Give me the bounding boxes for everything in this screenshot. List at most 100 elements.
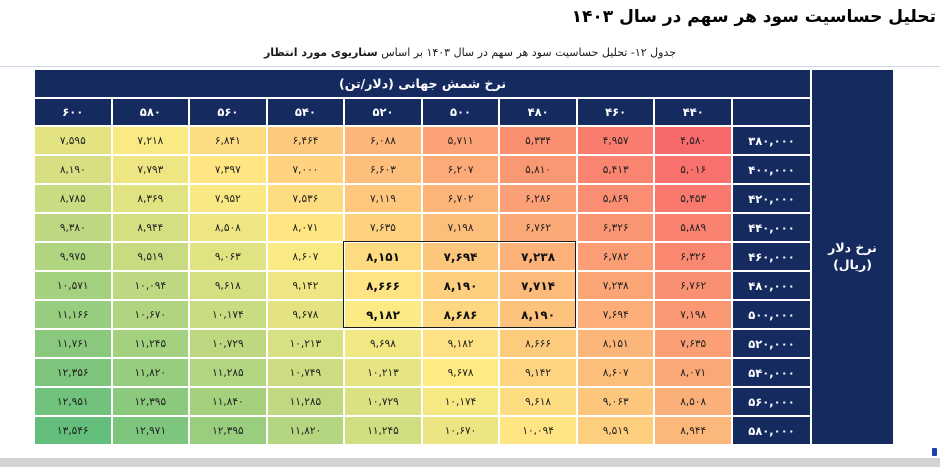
header-corner-cell [733,99,810,125]
heatmap-cell: ۸,۱۹۰ [500,301,576,328]
heatmap-cell: ۱۲,۳۹۵ [190,417,266,444]
heatmap-cell: ۵,۴۵۳ [655,185,731,212]
row-header-480000: ۴۸۰,۰۰۰ [733,272,810,299]
heatmap-cell: ۱۰,۲۱۳ [345,359,421,386]
heatmap-cell: ۱۱,۸۲۰ [112,359,189,386]
heatmap-cell: ۷,۱۱۹ [345,185,421,212]
heatmap-cell: ۷,۱۹۸ [422,214,499,241]
heatmap-cell: ۹,۵۱۹ [577,417,654,444]
column-header-560: ۵۶۰ [190,99,266,125]
heatmap-cell: ۶,۴۶۴ [267,127,344,154]
row-header-540000: ۵۴۰,۰۰۰ [733,359,810,386]
heatmap-cell: ۸,۱۹۰ [35,156,111,183]
column-header-580: ۵۸۰ [112,99,189,125]
heatmap-cell: ۴,۵۸۰ [655,127,731,154]
heatmap-cell: ۶,۲۰۷ [422,156,499,183]
column-header-500: ۵۰۰ [422,99,499,125]
caption-divider-line [0,66,940,67]
heatmap-cell: ۸,۳۶۹ [112,185,189,212]
heatmap-cell: ۹,۰۶۳ [190,243,266,270]
heatmap-cell: ۶,۶۰۳ [345,156,421,183]
heatmap-cell: ۱۰,۷۴۹ [267,359,344,386]
heatmap-cell: ۸,۱۵۱ [345,243,421,270]
table-caption: جدول ۱۲- تحلیل حساسیت سود هر سهم در سال … [0,46,940,59]
heatmap-cell: ۷,۱۹۸ [655,301,731,328]
column-axis-title: نرخ شمش جهانی (دلار/تن) [35,70,810,97]
row-header-580000: ۵۸۰,۰۰۰ [733,417,810,444]
heatmap-cell: ۱۰,۲۱۳ [267,330,344,357]
row-header-560000: ۵۶۰,۰۰۰ [733,388,810,415]
sensitivity-heatmap-table: نرخ شمش جهانی (دلار/تن) ۶۰۰ ۵۸۰ ۵۶۰ ۵۴۰ ۵۲۰ ۵… [35,70,810,444]
heatmap-cell: ۱۱,۸۲۰ [267,417,344,444]
column-header-440: ۴۴۰ [655,99,731,125]
heatmap-cell: ۱۱,۲۸۵ [190,359,266,386]
heatmap-cell: ۷,۶۹۴ [577,301,654,328]
heatmap-cell: ۹,۶۱۸ [190,272,266,299]
heatmap-cell: ۱۰,۷۲۹ [345,388,421,415]
heatmap-cell: ۱۰,۰۹۴ [500,417,576,444]
heatmap-cell: ۸,۵۰۸ [655,388,731,415]
corner-mark [932,448,937,456]
column-header-520: ۵۲۰ [345,99,421,125]
heatmap-cell: ۱۱,۸۴۰ [190,388,266,415]
row-header-400000: ۴۰۰,۰۰۰ [733,156,810,183]
heatmap-cell: ۱۲,۳۹۵ [112,388,189,415]
heatmap-cell: ۸,۶۶۶ [500,330,576,357]
row-header-420000: ۴۲۰,۰۰۰ [733,185,810,212]
heatmap-cell: ۸,۶۰۷ [267,243,344,270]
heatmap-cell: ۶,۲۸۶ [500,185,576,212]
heatmap-cell: ۶,۷۰۲ [422,185,499,212]
heatmap-cell: ۴,۹۵۷ [577,127,654,154]
heatmap-cell: ۸,۰۷۱ [267,214,344,241]
heatmap-cell: ۹,۹۷۵ [35,243,111,270]
page-title: تحلیل حساسیت سود هر سهم در سال ۱۴۰۳ [571,7,936,27]
heatmap-cell: ۷,۵۳۶ [267,185,344,212]
heatmap-cell: ۹,۱۸۲ [345,301,421,328]
heatmap-cell: ۱۳,۵۴۶ [35,417,111,444]
heatmap-cell: ۵,۷۱۱ [422,127,499,154]
heatmap-cell: ۶,۷۶۲ [500,214,576,241]
row-axis-title-line2: (ریال) [833,257,872,272]
heatmap-cell: ۵,۸۶۹ [577,185,654,212]
heatmap-cell: ۱۲,۹۵۱ [35,388,111,415]
bottom-scroll-strip [0,458,940,467]
heatmap-cell: ۸,۶۶۶ [345,272,421,299]
heatmap-cell: ۱۱,۲۴۵ [345,417,421,444]
heatmap-cell: ۵,۴۱۳ [577,156,654,183]
heatmap-cell: ۷,۷۹۳ [112,156,189,183]
heatmap-cell: ۷,۳۹۷ [190,156,266,183]
heatmap-cell: ۹,۱۸۲ [422,330,499,357]
heatmap-cell: ۹,۶۷۸ [267,301,344,328]
heatmap-cell: ۹,۱۴۲ [500,359,576,386]
heatmap-cell: ۹,۶۷۸ [422,359,499,386]
heatmap-cell: ۵,۳۳۴ [500,127,576,154]
heatmap-cell: ۷,۷۱۴ [500,272,576,299]
column-header-600: ۶۰۰ [35,99,111,125]
heatmap-cell: ۷,۶۳۵ [345,214,421,241]
row-header-520000: ۵۲۰,۰۰۰ [733,330,810,357]
heatmap-cell: ۱۰,۷۲۹ [190,330,266,357]
table-caption-text: جدول ۱۲- تحلیل حساسیت سود هر سهم در سال … [377,46,677,59]
heatmap-cell: ۶,۰۸۸ [345,127,421,154]
heatmap-cell: ۱۰,۶۷۰ [112,301,189,328]
heatmap-cell: ۱۰,۶۷۰ [422,417,499,444]
table-caption-bold-text: سناریوی مورد انتظار [263,46,378,59]
heatmap-cell: ۸,۶۸۶ [422,301,499,328]
heatmap-cell: ۹,۶۹۸ [345,330,421,357]
heatmap-cell: ۹,۶۱۸ [500,388,576,415]
heatmap-cell: ۸,۶۰۷ [577,359,654,386]
column-header-460: ۴۶۰ [577,99,654,125]
heatmap-cell: ۷,۶۳۵ [655,330,731,357]
heatmap-cell: ۷,۲۳۸ [500,243,576,270]
heatmap-cell: ۹,۳۸۰ [35,214,111,241]
heatmap-cell: ۷,۲۳۸ [577,272,654,299]
row-axis-title: نرخ دلار (ریال) [812,70,893,444]
heatmap-cell: ۵,۸۸۹ [655,214,731,241]
heatmap-cell: ۷,۶۹۴ [422,243,499,270]
heatmap-cell: ۱۱,۱۶۶ [35,301,111,328]
heatmap-cell: ۸,۰۷۱ [655,359,731,386]
heatmap-cell: ۸,۹۴۴ [112,214,189,241]
heatmap-cell: ۷,۹۵۲ [190,185,266,212]
heatmap-cell: ۶,۳۲۶ [655,243,731,270]
